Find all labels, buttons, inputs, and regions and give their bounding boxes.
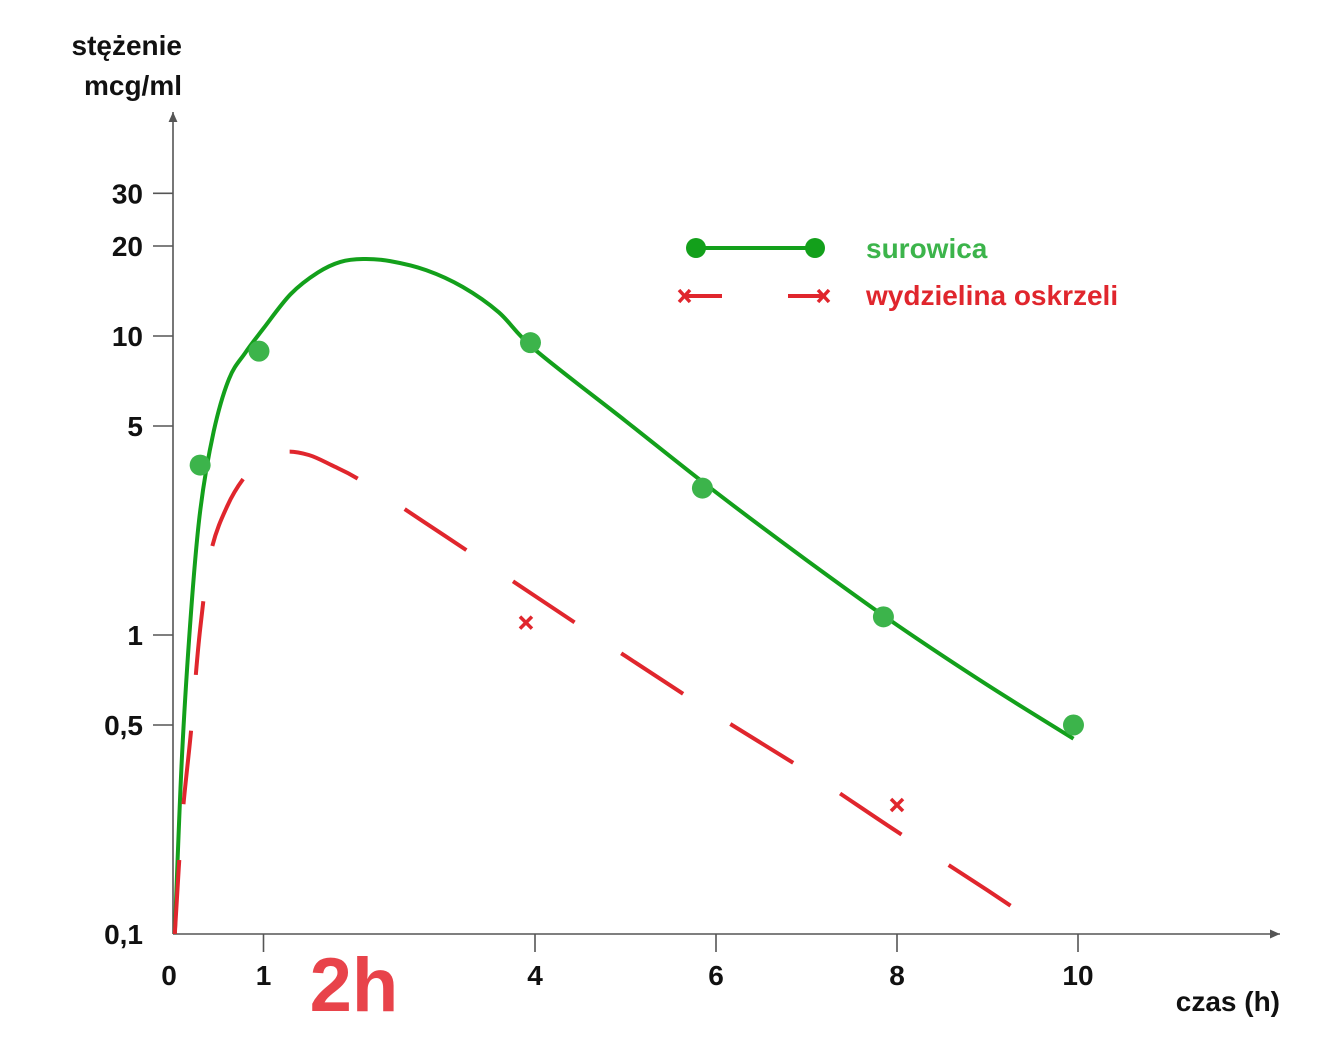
legend-label-surowica: surowica	[866, 233, 988, 264]
y-tick-label-1: 1	[127, 620, 143, 651]
legend-marker-wydzielina-start	[677, 288, 692, 304]
point-surowica-0	[189, 454, 211, 476]
legend-marker-surowica-end	[805, 238, 825, 258]
point-wydzielina-oskrzeli-0	[518, 615, 534, 630]
y-tick-label-5: 5	[127, 411, 143, 442]
y-tick-label-20: 20	[112, 231, 143, 262]
point-surowica-3	[691, 477, 713, 499]
legend-marker-surowica-start	[686, 238, 706, 258]
legend-marker-wydzielina-end	[816, 288, 831, 304]
point-surowica-2	[519, 332, 541, 354]
x-tick-label-10: 10	[1062, 960, 1093, 991]
y-tick-label-0-1: 0,1	[104, 919, 143, 950]
legend-item-surowica: surowica	[686, 233, 988, 264]
y-tick-label-0-5: 0,5	[104, 710, 143, 741]
annotation-2h: 2h	[310, 943, 399, 1028]
point-surowica-1	[248, 340, 270, 362]
x-tick-label-6: 6	[708, 960, 724, 991]
y-tick-label-10: 10	[112, 321, 143, 352]
series-points	[189, 332, 1084, 813]
y-axis-title-line-2: mcg/ml	[84, 70, 182, 101]
x-tick-label-1: 1	[256, 960, 272, 991]
legend-item-wydzielina: wydzielina oskrzeli	[677, 280, 1118, 311]
point-surowica-5	[1062, 714, 1084, 736]
x-tick-label-8: 8	[889, 960, 905, 991]
series-curves	[172, 256, 1075, 935]
x-ticks: 0 1 4 6 8 10	[161, 934, 1094, 991]
y-axis-title-line-1: stężenie	[72, 30, 183, 61]
point-surowica-4	[872, 606, 894, 628]
y-ticks: 30 20 10 5 1 0,5 0,1	[104, 178, 173, 950]
series-line-surowica	[172, 256, 1075, 935]
x-tick-label-4: 4	[527, 960, 543, 991]
series-line-wydzielina-oskrzeli	[172, 449, 1048, 935]
y-tick-label-30: 30	[112, 178, 143, 209]
legend-label-wydzielina: wydzielina oskrzeli	[865, 280, 1118, 311]
legend: surowica wydzielina oskrzeli	[677, 233, 1118, 311]
x-tick-label-0: 0	[161, 960, 177, 991]
point-wydzielina-oskrzeli-1	[889, 797, 905, 813]
x-axis-title: czas (h)	[1176, 986, 1280, 1017]
